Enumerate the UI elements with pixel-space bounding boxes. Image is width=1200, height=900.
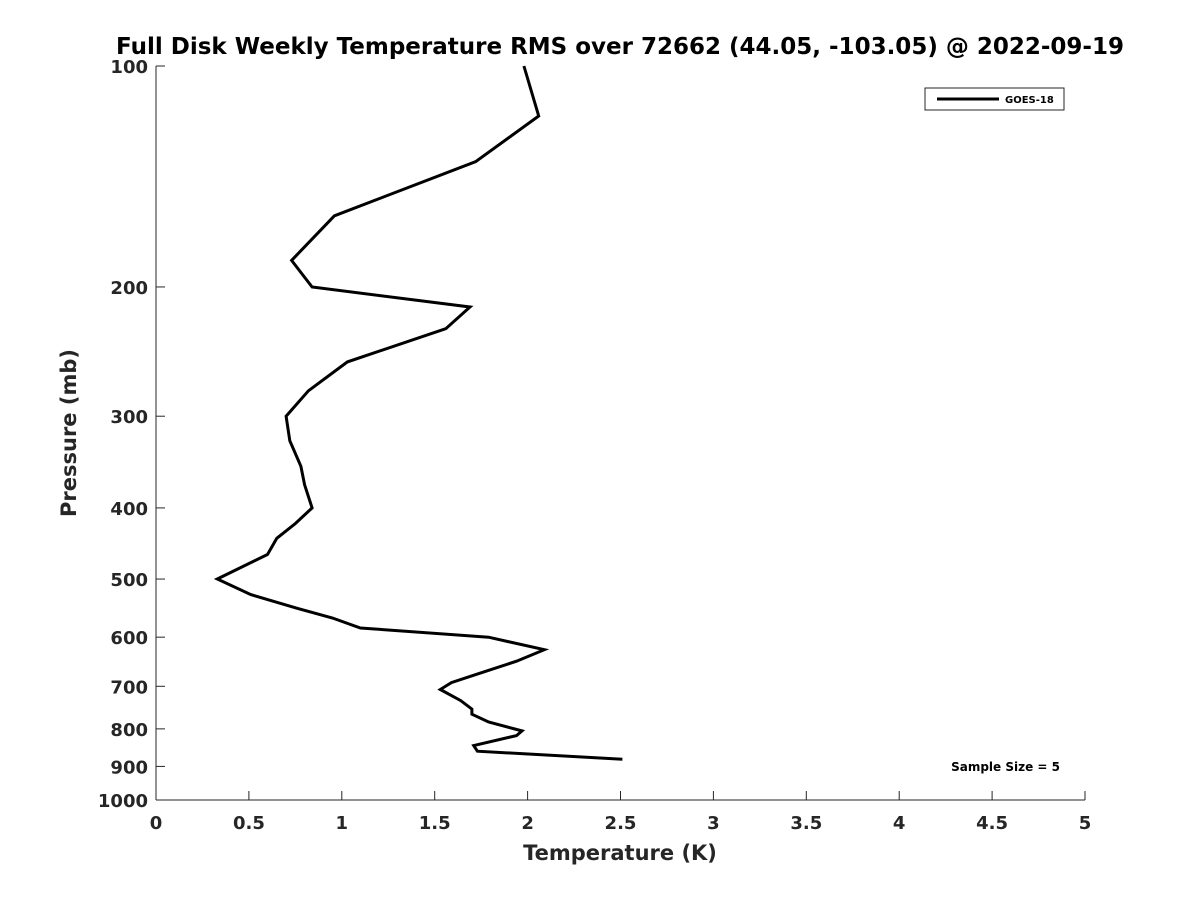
y-tick-label: 600 bbox=[110, 628, 148, 649]
y-tick-label: 500 bbox=[110, 570, 148, 591]
y-tick-label: 300 bbox=[110, 407, 148, 428]
x-tick-label: 3.5 bbox=[790, 813, 822, 834]
chart-title: Full Disk Weekly Temperature RMS over 72… bbox=[116, 34, 1124, 60]
y-tick-label: 900 bbox=[110, 757, 148, 778]
series-layer bbox=[213, 65, 623, 761]
y-tick-label: 700 bbox=[110, 677, 148, 698]
y-axis-ticks: 100 200 300 400 500 600 700 800 900 1000 bbox=[98, 57, 165, 812]
y-tick-label: 800 bbox=[110, 720, 148, 741]
x-tick-label: 0.5 bbox=[233, 813, 265, 834]
y-tick-label: 100 bbox=[110, 57, 148, 78]
y-tick-label: 200 bbox=[110, 278, 148, 299]
x-tick-label: 4 bbox=[893, 813, 906, 834]
x-tick-label: 0 bbox=[150, 813, 163, 834]
x-tick-label: 2 bbox=[521, 813, 534, 834]
x-tick-label: 3 bbox=[707, 813, 720, 834]
sample-size-annotation: Sample Size = 5 bbox=[951, 760, 1060, 774]
x-axis-ticks: 0 0.5 1 1.5 2 2.5 3 3.5 4 4.5 5 bbox=[150, 791, 1092, 834]
x-tick-label: 1.5 bbox=[419, 813, 451, 834]
plot-area: 0 0.5 1 1.5 2 2.5 3 3.5 4 4.5 5 100 200 300 400 500 600… bbox=[98, 57, 1091, 834]
legend-label-goes-18: GOES-18 bbox=[1005, 95, 1054, 106]
x-tick-label: 4.5 bbox=[976, 813, 1008, 834]
x-tick-label: 1 bbox=[336, 813, 349, 834]
series-line-goes-18 bbox=[213, 65, 623, 761]
x-tick-label: 2.5 bbox=[605, 813, 637, 834]
x-tick-label: 5 bbox=[1079, 813, 1092, 834]
y-tick-label: 400 bbox=[110, 499, 148, 520]
y-axis-label: Pressure (mb) bbox=[57, 349, 81, 517]
x-axis-label: Temperature (K) bbox=[523, 841, 717, 865]
y-tick-label: 1000 bbox=[98, 791, 148, 812]
legend: GOES-18 bbox=[924, 87, 1065, 111]
